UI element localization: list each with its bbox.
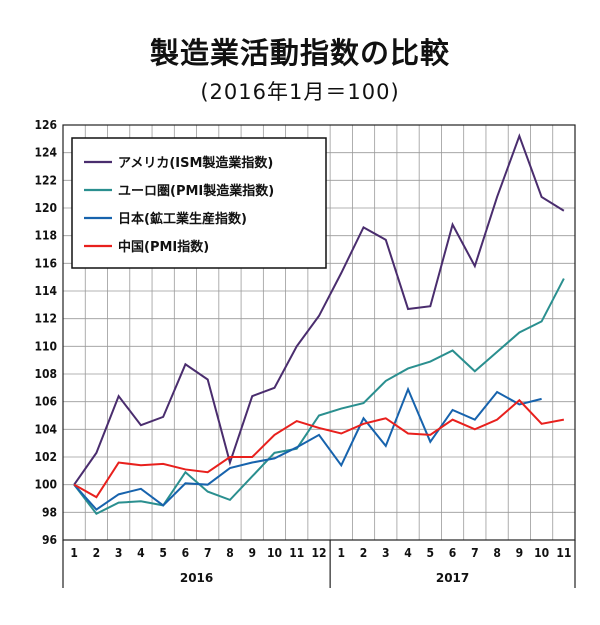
y-tick-label: 118 <box>34 229 57 243</box>
legend-label: ユーロ圏(PMI製造業指数) <box>118 183 274 199</box>
x-tick-label: 8 <box>493 546 501 560</box>
y-tick-label: 102 <box>34 450 57 464</box>
x-tick-label: 10 <box>534 546 549 560</box>
x-tick-label: 10 <box>267 546 282 560</box>
y-tick-label: 106 <box>34 395 57 409</box>
y-tick-label: 96 <box>42 533 57 547</box>
x-tick-label: 1 <box>338 546 346 560</box>
x-tick-label: 6 <box>449 546 457 560</box>
y-tick-label: 98 <box>42 505 57 519</box>
y-tick-label: 104 <box>34 422 57 436</box>
x-tick-label: 11 <box>556 546 571 560</box>
series-line-1 <box>73 133 565 486</box>
x-tick-label: 8 <box>226 546 234 560</box>
plot-frame <box>62 124 576 541</box>
x-tick-label: 3 <box>115 546 123 560</box>
y-tick-label: 120 <box>34 201 57 215</box>
series-layer <box>73 133 565 515</box>
x-tick-label: 5 <box>159 546 167 560</box>
y-tick-label: 112 <box>34 312 57 326</box>
legend: アメリカ(ISM製造業指数) ユーロ圏(PMI製造業指数) 日本(鉱工業生産指数) 中… <box>71 137 327 269</box>
x-tick-label: 4 <box>404 546 412 560</box>
year-label: 2016 <box>180 571 213 585</box>
x-tick-label: 9 <box>516 546 524 560</box>
x-tick-label: 7 <box>204 546 212 560</box>
y-tick-label: 122 <box>34 173 57 187</box>
x-tick-label: 2 <box>93 546 101 560</box>
x-tick-label: 9 <box>248 546 256 560</box>
legend-label: 中国(PMI指数) <box>118 239 209 255</box>
legend-label: アメリカ(ISM製造業指数) <box>118 155 273 171</box>
y-tick-label: 100 <box>34 478 57 492</box>
x-tick-label: 3 <box>382 546 390 560</box>
x-tick-label: 6 <box>182 546 190 560</box>
x-tick-label: 2 <box>360 546 368 560</box>
x-tick-label: 5 <box>427 546 435 560</box>
series-line-2 <box>73 278 565 515</box>
legend-label: 日本(鉱工業生産指数) <box>118 211 247 227</box>
y-tick-label: 124 <box>34 146 57 160</box>
chart-subtitle: (2016年1月＝100) <box>200 80 400 104</box>
y-tick-label: 110 <box>34 339 57 353</box>
x-tick-label: 1 <box>70 546 78 560</box>
year-label: 2017 <box>436 571 469 585</box>
y-tick-label: 114 <box>34 284 57 298</box>
y-tick-label: 126 <box>34 118 57 132</box>
chart-title: 製造業活動指数の比較 <box>149 36 450 70</box>
y-tick-label: 108 <box>34 367 57 381</box>
x-tick-label: 12 <box>311 546 326 560</box>
x-tick-label: 11 <box>289 546 304 560</box>
series-line-4 <box>73 398 565 499</box>
x-tick-label: 4 <box>137 546 145 560</box>
series-line-3 <box>73 386 542 511</box>
axis-layer: 9698100102104106108110112114116118120122… <box>34 118 576 588</box>
legend-box <box>71 137 327 269</box>
y-tick-label: 116 <box>34 256 57 270</box>
x-tick-label: 7 <box>471 546 479 560</box>
